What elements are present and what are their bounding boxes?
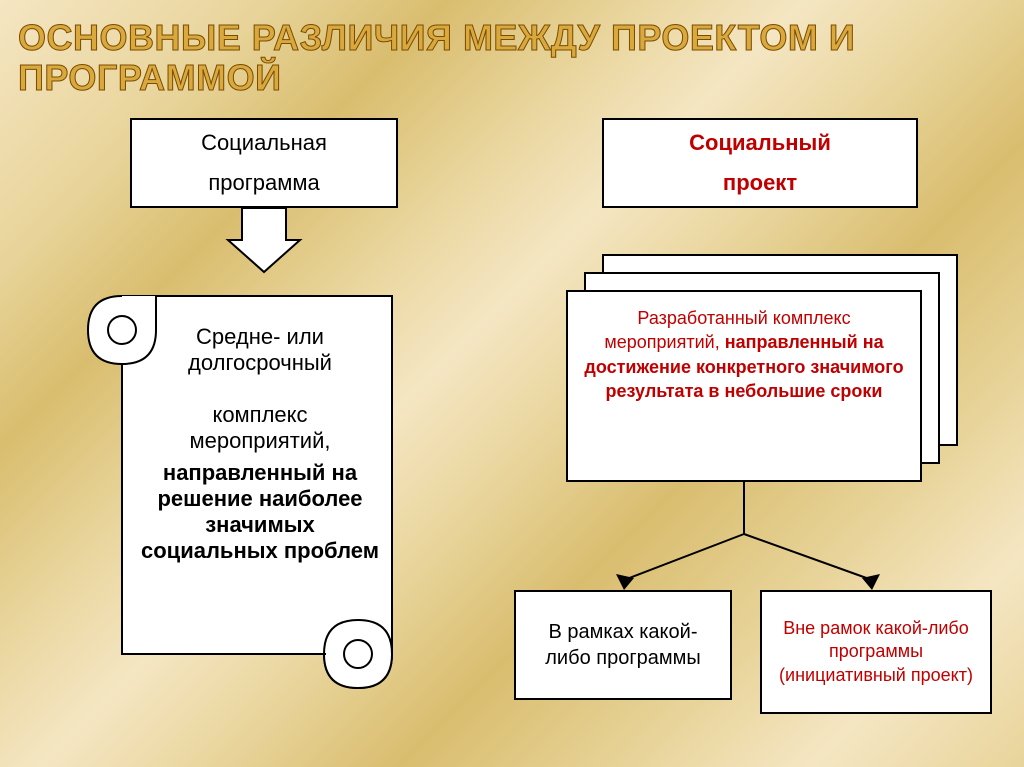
- right-header-line2: проект: [723, 168, 797, 198]
- fork-arrows: [616, 482, 880, 590]
- stage: ОСНОВНЫЕ РАЗЛИЧИЯ МЕЖДУ ПРОЕКТОМ И ПРОГР…: [0, 0, 1024, 767]
- block-arrow-down: [228, 208, 300, 272]
- stack-text: Разработанный комплекс мероприятий, напр…: [582, 306, 906, 403]
- scroll-text-light: Средне- или долгосрочный комплекс меропр…: [140, 324, 380, 454]
- left-header-box: Социальная программа: [130, 118, 398, 208]
- title-line1: ОСНОВНЫЕ РАЗЛИЧИЯ МЕЖДУ ПРОЕКТОМ И: [18, 18, 1006, 58]
- bottom-right-text: Вне рамок какой-либо программы (инициати…: [772, 617, 980, 687]
- scroll-text: Средне- или долгосрочный комплекс меропр…: [140, 324, 380, 564]
- bottom-left-box: В рамках какой-либо программы: [514, 590, 732, 700]
- left-header-line1: Социальная: [201, 128, 327, 158]
- slide-title: ОСНОВНЫЕ РАЗЛИЧИЯ МЕЖДУ ПРОЕКТОМ И ПРОГР…: [18, 18, 1006, 97]
- right-header-line1: Социальный: [689, 128, 831, 158]
- bottom-left-text: В рамках какой-либо программы: [526, 619, 720, 671]
- left-header-line2: программа: [208, 168, 319, 198]
- right-header-box: Социальный проект: [602, 118, 918, 208]
- scroll-text-bold: направленный на решение наиболее значимы…: [140, 460, 380, 564]
- title-line2: ПРОГРАММОЙ: [18, 58, 1006, 98]
- bottom-right-box: Вне рамок какой-либо программы (инициати…: [760, 590, 992, 714]
